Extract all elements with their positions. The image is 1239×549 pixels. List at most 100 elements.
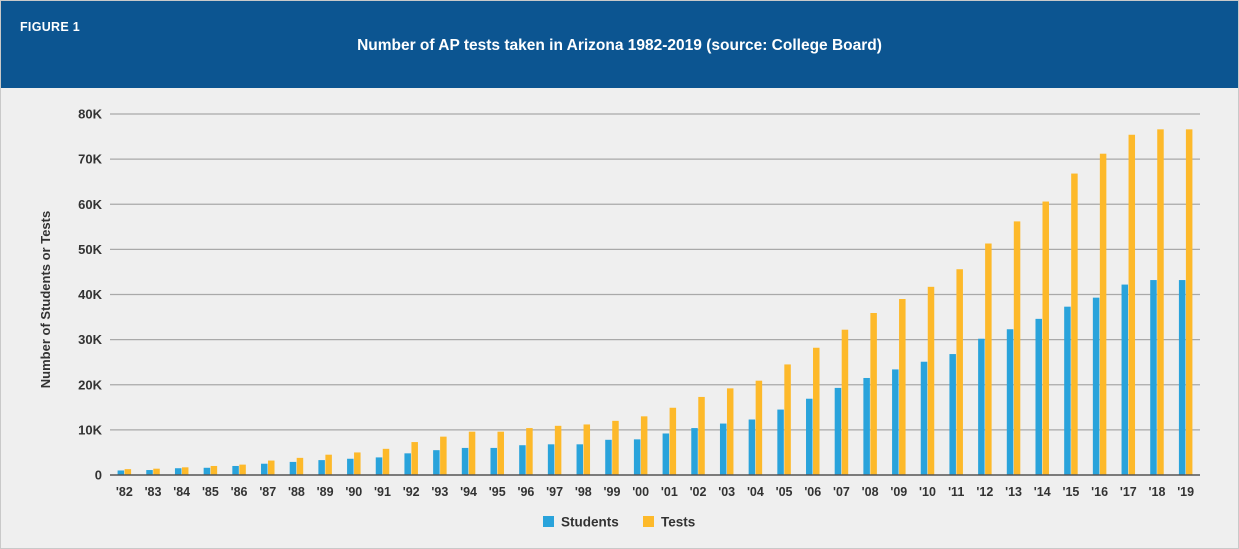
x-tick-label: '91 xyxy=(374,485,391,499)
bar-students-02 xyxy=(691,428,698,475)
bar-students-04 xyxy=(748,419,756,475)
x-tick-label: '93 xyxy=(431,485,448,499)
bar-students-15 xyxy=(1064,306,1071,475)
bar-tests-10 xyxy=(927,286,935,475)
bar-students-92 xyxy=(404,453,411,475)
bar-tests-90 xyxy=(354,452,361,475)
bar-tests-82 xyxy=(124,469,132,475)
bar-students-07 xyxy=(834,387,842,475)
x-tick-label: '15 xyxy=(1062,485,1079,499)
bar-students-89 xyxy=(318,460,325,475)
x-tick-label: '16 xyxy=(1091,485,1108,499)
bar-students-19 xyxy=(1178,280,1186,475)
bar-tests-97 xyxy=(554,425,562,475)
bar-tests-12 xyxy=(985,243,992,475)
bar-students-99 xyxy=(605,439,612,475)
bar-students-12 xyxy=(978,338,985,475)
x-tick-label: '85 xyxy=(202,485,219,499)
x-tick-label: '02 xyxy=(690,485,707,499)
x-tick-label: '88 xyxy=(288,485,305,499)
bar-tests-14 xyxy=(1042,201,1049,476)
x-tick-label: '17 xyxy=(1120,485,1137,499)
bar-students-16 xyxy=(1092,297,1100,475)
x-tick-label: '82 xyxy=(116,485,133,499)
bar-tests-11 xyxy=(956,269,963,475)
bar-tests-19 xyxy=(1185,129,1193,475)
figure-label: FIGURE 1 xyxy=(20,20,81,34)
bar-tests-85 xyxy=(210,465,218,475)
x-tick-label: '08 xyxy=(862,485,879,499)
x-tick-label: '86 xyxy=(231,485,248,499)
x-tick-label: '89 xyxy=(317,485,334,499)
bar-students-91 xyxy=(375,457,383,475)
y-tick-label: 20K xyxy=(78,377,102,392)
bar-tests-86 xyxy=(239,464,246,475)
bar-tests-83 xyxy=(153,468,160,475)
bar-students-10 xyxy=(920,361,928,475)
bar-tests-89 xyxy=(325,454,332,475)
y-tick-label: 10K xyxy=(78,422,102,437)
x-tick-label: '01 xyxy=(661,485,678,499)
legend-swatch-students xyxy=(543,516,554,527)
x-tick-label: '11 xyxy=(948,485,964,499)
bar-students-87 xyxy=(261,463,268,475)
bar-students-94 xyxy=(461,447,469,475)
bar-tests-99 xyxy=(612,420,619,475)
bar-students-88 xyxy=(289,461,297,475)
bar-students-11 xyxy=(949,354,956,475)
x-tick-label: '19 xyxy=(1177,485,1194,499)
bar-tests-88 xyxy=(296,457,304,475)
x-tick-label: '92 xyxy=(403,485,420,499)
bar-students-03 xyxy=(719,423,727,475)
bar-students-95 xyxy=(490,447,497,475)
bar-students-82 xyxy=(117,470,125,475)
y-tick-label: 30K xyxy=(78,332,102,347)
x-axis-ticks: '82 '83 '84 '85 '86 '87 '88 '89 '90 '91 '92 '93 '94 '… xyxy=(116,485,1194,499)
bar-tests-02 xyxy=(698,396,705,475)
x-tick-label: '12 xyxy=(976,485,993,499)
bar-tests-96 xyxy=(526,428,533,475)
x-tick-label: '97 xyxy=(546,485,563,499)
x-tick-label: '03 xyxy=(718,485,735,499)
bar-students-01 xyxy=(662,433,670,475)
x-tick-label: '10 xyxy=(919,485,936,499)
bar-students-13 xyxy=(1006,329,1014,475)
figure-header: FIGURE 1 Number of AP tests taken in Ari… xyxy=(1,1,1238,88)
bar-students-17 xyxy=(1121,284,1129,475)
y-tick-label: 60K xyxy=(78,197,102,212)
x-tick-label: '06 xyxy=(804,485,821,499)
bar-students-96 xyxy=(519,445,526,475)
bar-students-93 xyxy=(433,450,440,475)
bar-tests-95 xyxy=(497,431,504,475)
bar-tests-03 xyxy=(726,388,734,475)
y-tick-label: 50K xyxy=(78,242,102,257)
x-tick-label: '96 xyxy=(517,485,534,499)
x-tick-label: '05 xyxy=(776,485,793,499)
x-tick-label: '18 xyxy=(1149,485,1166,499)
x-tick-label: '09 xyxy=(890,485,907,499)
bar-tests-01 xyxy=(669,407,677,475)
bar-tests-18 xyxy=(1157,129,1164,475)
bar-students-00 xyxy=(633,439,641,475)
x-tick-label: '83 xyxy=(145,485,162,499)
x-tick-label: '13 xyxy=(1005,485,1022,499)
bar-tests-84 xyxy=(181,467,189,475)
bar-tests-15 xyxy=(1071,173,1078,475)
bar-students-90 xyxy=(347,458,354,475)
x-tick-label: '87 xyxy=(259,485,276,499)
bar-students-09 xyxy=(892,369,899,475)
bar-students-98 xyxy=(576,444,584,475)
bar-students-83 xyxy=(146,470,153,475)
y-tick-label: 80K xyxy=(78,107,102,122)
y-tick-label: 0 xyxy=(95,468,102,483)
bar-tests-98 xyxy=(583,424,591,475)
bar-tests-05 xyxy=(784,364,791,475)
x-tick-label: '04 xyxy=(747,485,764,499)
bar-tests-08 xyxy=(870,313,877,475)
bar-students-14 xyxy=(1035,318,1042,475)
legend-swatch-tests xyxy=(643,516,654,527)
chart-title: Number of AP tests taken in Arizona 1982… xyxy=(357,37,882,54)
bar-tests-13 xyxy=(1013,221,1021,475)
legend-label-tests: Tests xyxy=(661,515,695,530)
